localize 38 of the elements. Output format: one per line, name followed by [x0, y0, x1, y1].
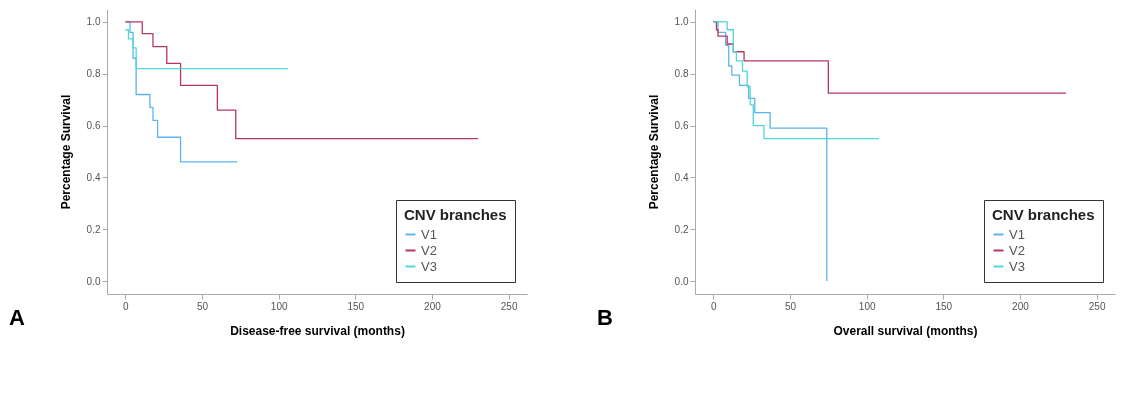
y-tick-label: 0.2 [674, 223, 689, 235]
y-tick-label: 0.4 [86, 171, 101, 183]
x-tick-label: 100 [858, 300, 876, 312]
x-tick-label: 50 [196, 300, 209, 312]
y-tick-label: 0.8 [674, 68, 689, 80]
y-tick-label: 1.0 [86, 16, 101, 28]
y-tick-label: 0.0 [86, 275, 101, 287]
x-tick-label: 0 [123, 300, 130, 312]
x-tick-label: 150 [935, 300, 953, 312]
y-tick-label: 0.2 [86, 223, 101, 235]
y-axis-title: Percentage Survival [646, 94, 661, 210]
legend-label: V1 [1009, 226, 1025, 242]
x-tick-label: 0 [711, 300, 718, 312]
x-tick-label: 150 [347, 300, 365, 312]
x-axis-title: Disease-free survival (months) [230, 323, 405, 338]
legend-label: V2 [1009, 242, 1025, 258]
text: B [597, 305, 613, 330]
x-axis-title: Overall survival (months) [833, 323, 978, 338]
y-tick-label: 0.4 [674, 171, 689, 183]
text: A [9, 305, 26, 330]
y-axis-title: Percentage Survival [58, 94, 73, 210]
legend-label: V1 [421, 226, 437, 242]
y-tick-label: 0.6 [674, 120, 689, 132]
x-tick-label: 250 [1088, 300, 1106, 312]
y-tick-label: 0.0 [674, 275, 689, 287]
legend-title: CNV branches [992, 206, 1095, 223]
x-tick-label: 200 [424, 300, 442, 312]
legend-label: V2 [421, 242, 437, 258]
legend-label: V3 [1009, 258, 1025, 274]
x-tick-label: 200 [1012, 300, 1030, 312]
x-tick-label: 250 [500, 300, 518, 312]
y-tick-label: 0.8 [86, 68, 101, 80]
y-tick-label: 0.6 [86, 120, 101, 132]
y-tick-label: 1.0 [674, 16, 689, 28]
x-tick-label: 50 [784, 300, 797, 312]
legend-label: V3 [421, 258, 437, 274]
legend-title: CNV branches [404, 206, 507, 223]
x-tick-label: 100 [270, 300, 288, 312]
